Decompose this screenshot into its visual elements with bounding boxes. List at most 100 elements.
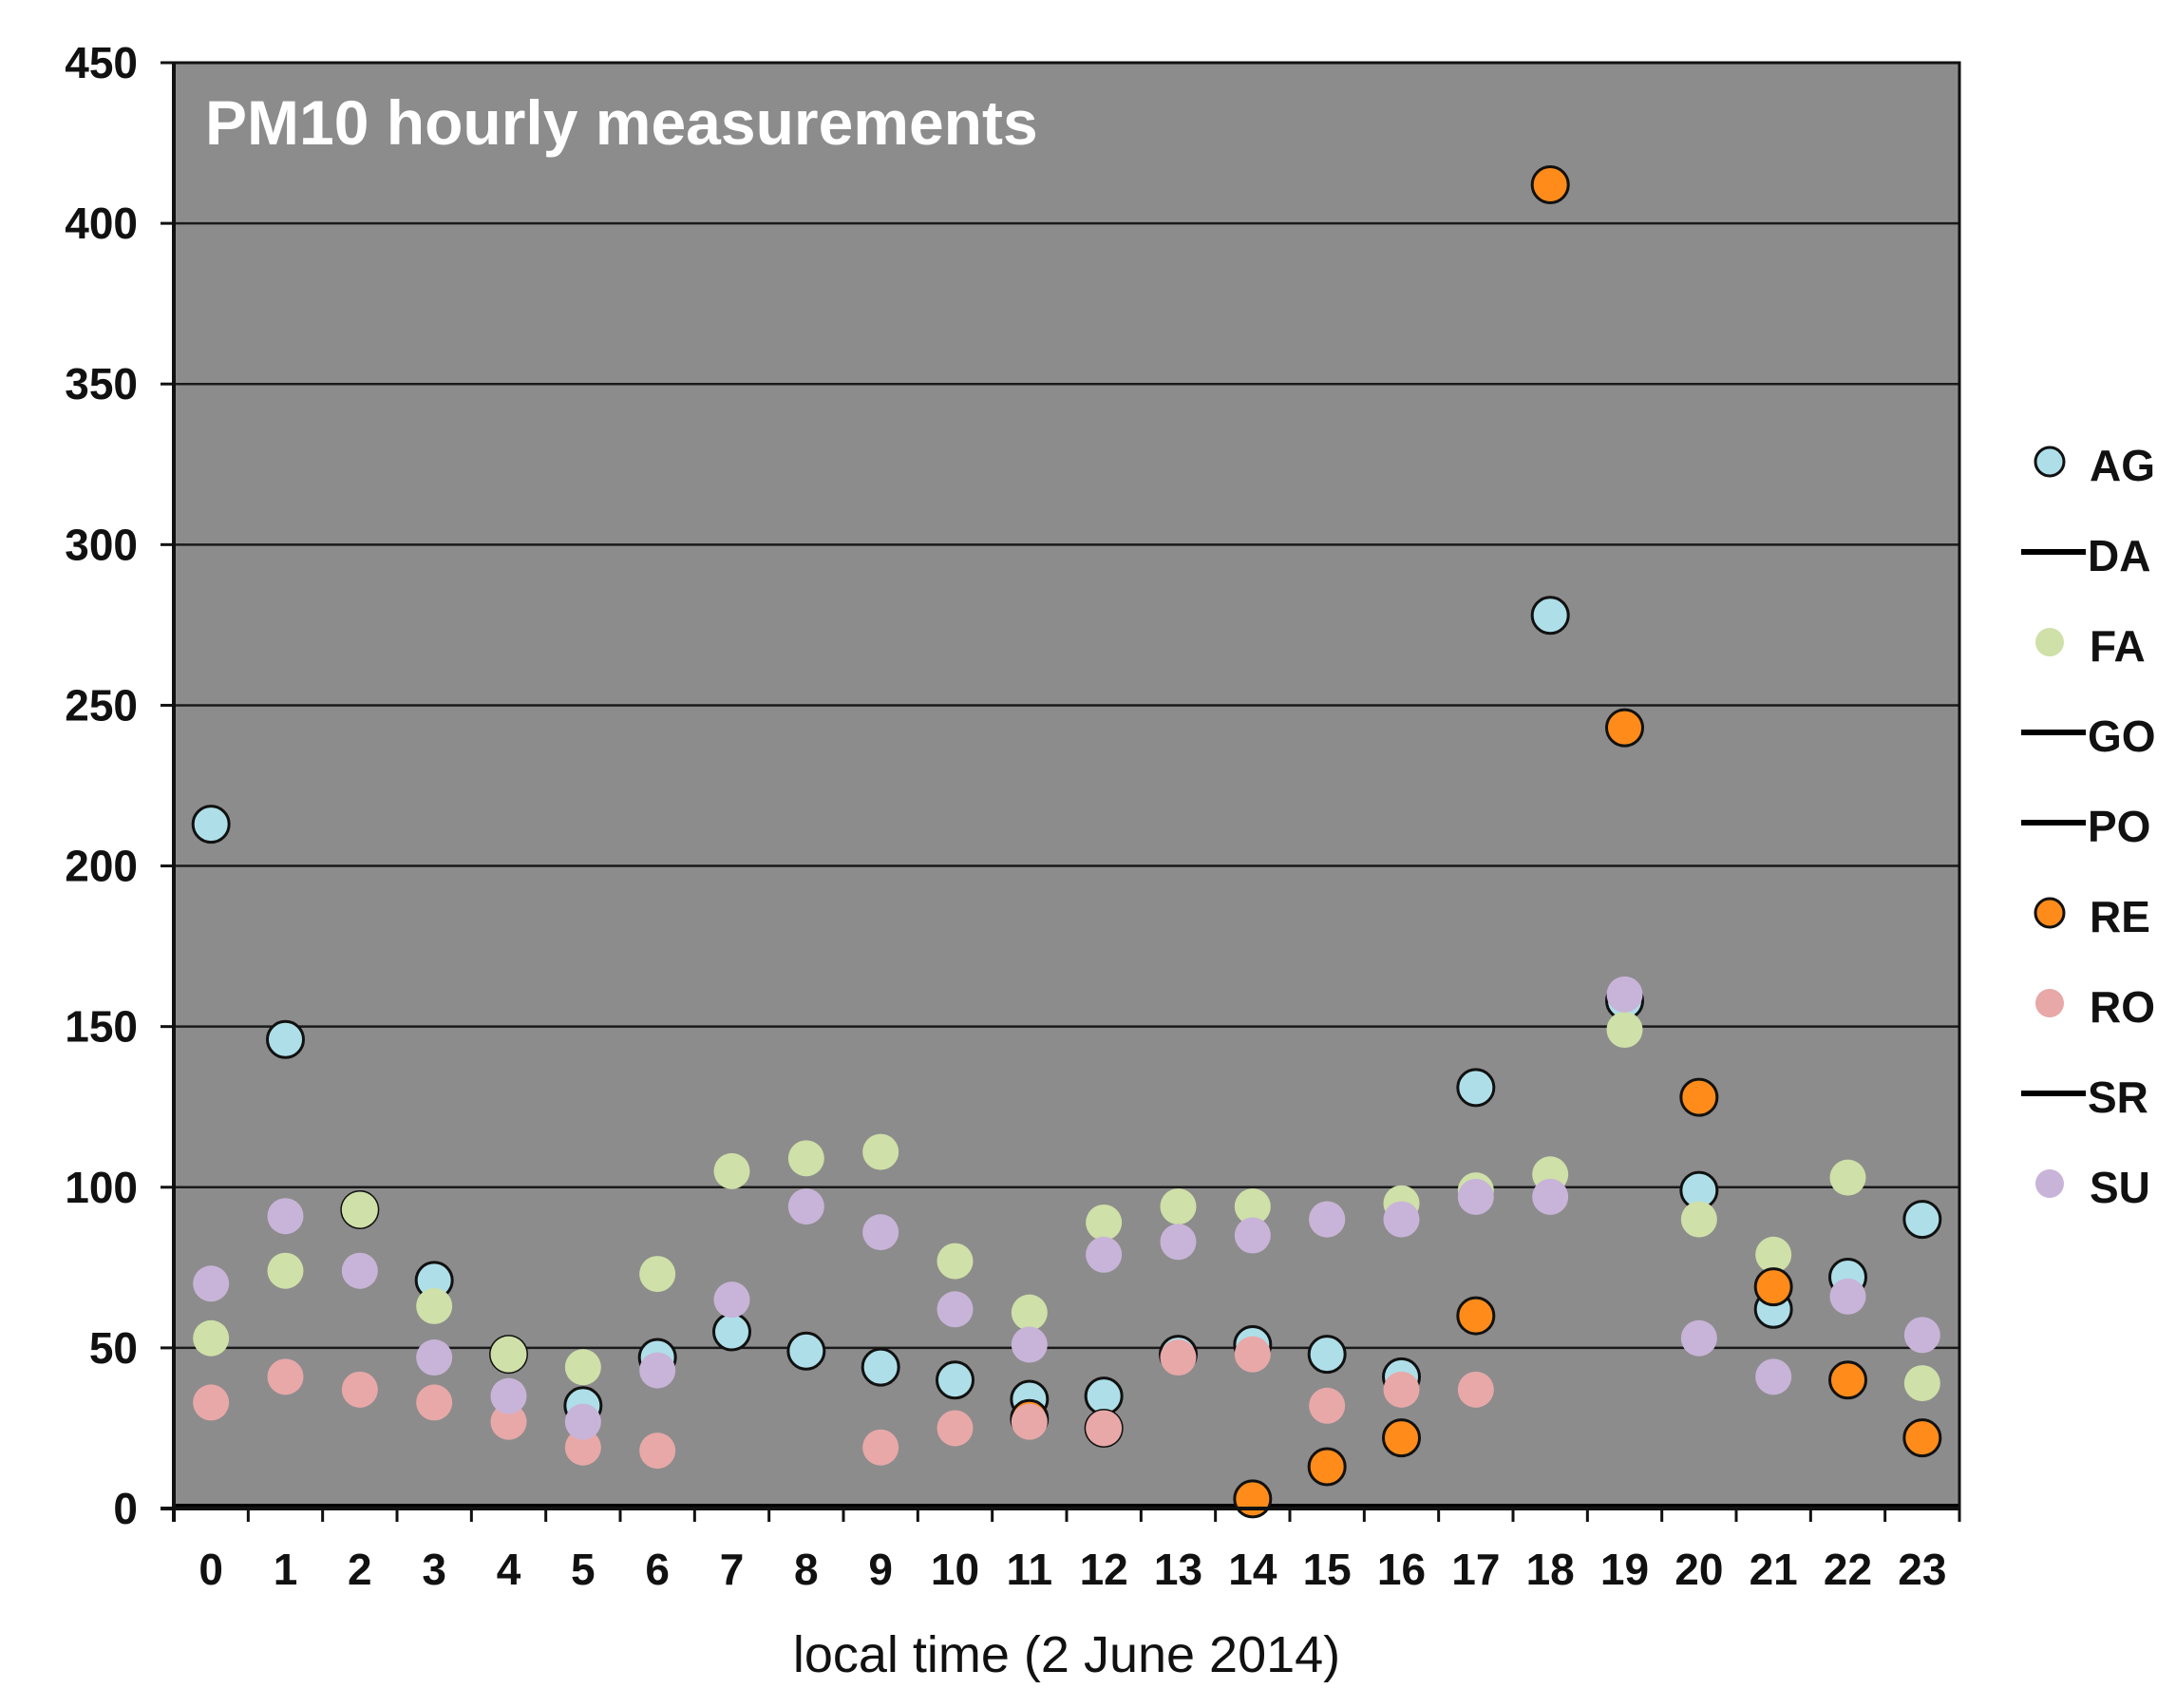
y-tick-label-350: 350	[65, 359, 138, 408]
legend-label-da: DA	[2088, 531, 2150, 580]
legend-label-po: PO	[2088, 802, 2150, 851]
point-ro-16	[1383, 1371, 1420, 1408]
point-su-21	[1755, 1358, 1792, 1395]
point-ro-10	[937, 1410, 974, 1447]
y-tick-label-400: 400	[65, 199, 138, 248]
legend-item-fa: FA	[2035, 621, 2146, 671]
x-tick-label-20: 20	[1675, 1545, 1723, 1594]
x-tick-label-19: 19	[1600, 1545, 1649, 1594]
x-tick-label-21: 21	[1750, 1545, 1798, 1594]
x-axis-title: local time (2 June 2014)	[793, 1626, 1340, 1683]
x-tick-label-1: 1	[274, 1545, 298, 1594]
point-ro-0	[193, 1384, 230, 1421]
x-tick-label-13: 13	[1154, 1545, 1202, 1594]
legend-item-ag: AG	[2034, 441, 2155, 490]
legend-marker-su	[2035, 1169, 2064, 1198]
point-ro-1	[267, 1358, 304, 1395]
point-ro-15	[1309, 1387, 1346, 1424]
point-fa-13	[1160, 1188, 1197, 1225]
point-su-19	[1606, 976, 1643, 1013]
point-su-13	[1160, 1224, 1197, 1261]
point-fa-11	[1011, 1294, 1048, 1331]
x-tick-label-3: 3	[422, 1545, 446, 1594]
legend-label-ag: AG	[2090, 441, 2155, 490]
x-tick-label-6: 6	[645, 1545, 670, 1594]
x-tick-label-23: 23	[1898, 1545, 1946, 1594]
x-tick-label-10: 10	[931, 1545, 979, 1594]
x-tick-label-0: 0	[199, 1545, 223, 1594]
x-tick-label-22: 22	[1824, 1545, 1872, 1594]
legend-item-su: SU	[2035, 1163, 2150, 1212]
point-re-14	[1233, 1479, 1273, 1519]
point-fa-6	[639, 1256, 676, 1293]
point-ag-8	[786, 1331, 826, 1371]
point-re-15	[1307, 1447, 1347, 1487]
point-fa-0	[193, 1319, 230, 1357]
point-fa-1	[267, 1252, 304, 1289]
y-tick-label-300: 300	[65, 520, 138, 569]
legend-label-fa: FA	[2090, 621, 2146, 671]
legend: AG DA FA GO PO RE RO SR SU	[2021, 441, 2156, 1212]
legend-item-da: DA	[2021, 531, 2150, 580]
point-fa-4	[490, 1336, 527, 1373]
point-su-11	[1011, 1326, 1048, 1363]
point-su-0	[193, 1265, 230, 1302]
point-su-18	[1532, 1178, 1569, 1215]
point-fa-20	[1680, 1201, 1717, 1238]
x-tick-label-4: 4	[497, 1545, 521, 1594]
point-re-19	[1605, 708, 1644, 748]
point-fa-2	[341, 1191, 378, 1228]
y-tick-label-200: 200	[65, 842, 138, 891]
data-points	[191, 165, 1942, 1519]
point-su-16	[1383, 1201, 1420, 1238]
point-ro-4	[490, 1403, 527, 1440]
point-re-17	[1456, 1296, 1496, 1336]
point-su-5	[564, 1403, 601, 1440]
point-fa-22	[1829, 1159, 1866, 1196]
point-ag-10	[936, 1360, 974, 1400]
point-fa-3	[416, 1287, 453, 1324]
legend-item-sr: SR	[2021, 1072, 2148, 1122]
point-su-4	[490, 1377, 527, 1414]
point-su-9	[862, 1214, 899, 1251]
y-tick-label-150: 150	[65, 1002, 138, 1052]
x-tick-label-18: 18	[1526, 1545, 1575, 1594]
point-fa-19	[1606, 1012, 1643, 1049]
point-ro-17	[1457, 1371, 1494, 1408]
point-ag-18	[1530, 596, 1570, 636]
x-tick-label-15: 15	[1303, 1545, 1352, 1594]
point-ag-9	[861, 1347, 900, 1387]
point-ro-11	[1011, 1403, 1048, 1440]
legend-marker-ag	[2034, 446, 2066, 478]
legend-label-re: RE	[2090, 892, 2150, 941]
y-tick-label-100: 100	[65, 1163, 138, 1212]
legend-label-ro: RO	[2090, 982, 2155, 1032]
point-ag-15	[1307, 1335, 1347, 1375]
y-tick-label-50: 50	[89, 1323, 138, 1373]
point-ag-0	[191, 805, 231, 845]
point-fa-12	[1086, 1204, 1123, 1241]
point-ro-14	[1234, 1336, 1271, 1373]
point-su-10	[937, 1291, 974, 1328]
point-re-23	[1902, 1418, 1942, 1458]
legend-label-sr: SR	[2088, 1072, 2148, 1122]
point-su-8	[787, 1188, 824, 1225]
point-ag-17	[1456, 1068, 1496, 1108]
x-tick-label-8: 8	[794, 1545, 819, 1594]
point-su-22	[1829, 1278, 1866, 1315]
point-su-1	[267, 1198, 304, 1235]
legend-label-su: SU	[2090, 1163, 2150, 1212]
point-re-16	[1382, 1418, 1421, 1458]
point-re-18	[1530, 165, 1570, 205]
legend-label-go: GO	[2088, 712, 2156, 761]
point-fa-23	[1903, 1365, 1940, 1402]
point-ro-5	[564, 1429, 601, 1466]
point-re-21	[1753, 1267, 1793, 1307]
point-su-6	[639, 1352, 676, 1389]
point-su-12	[1086, 1236, 1123, 1273]
legend-item-po: PO	[2021, 802, 2150, 851]
point-su-15	[1309, 1201, 1346, 1238]
legend-marker-re	[2034, 897, 2066, 929]
